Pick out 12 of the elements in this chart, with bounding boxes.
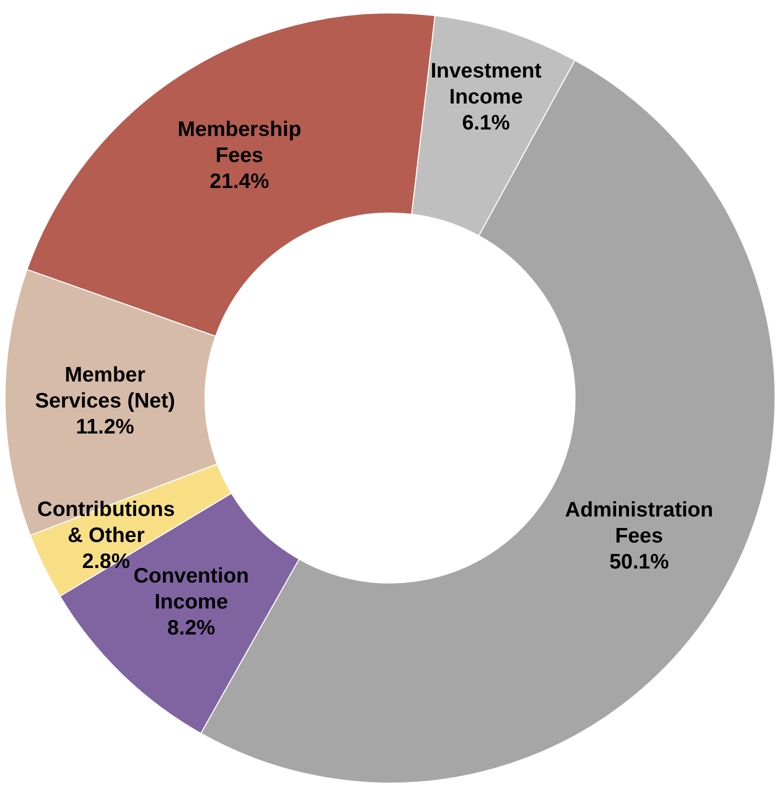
- slice-label: Convention Income: [133, 564, 249, 614]
- slice-label: Membership Fees: [178, 118, 302, 168]
- slice-label: Contributions & Other: [37, 498, 175, 548]
- data-label: 6.1%: [462, 111, 510, 134]
- data-label: 8.2%: [167, 616, 216, 640]
- data-label: 50.1%: [609, 550, 670, 574]
- data-label: 11.2%: [76, 415, 135, 438]
- data-label: 21.4%: [210, 170, 270, 194]
- slice-label: Member Services (Net): [34, 363, 176, 412]
- slice-label: Investment Income: [430, 59, 542, 108]
- data-label: 2.8%: [82, 550, 130, 574]
- slice-label: Administration Fees: [565, 498, 714, 548]
